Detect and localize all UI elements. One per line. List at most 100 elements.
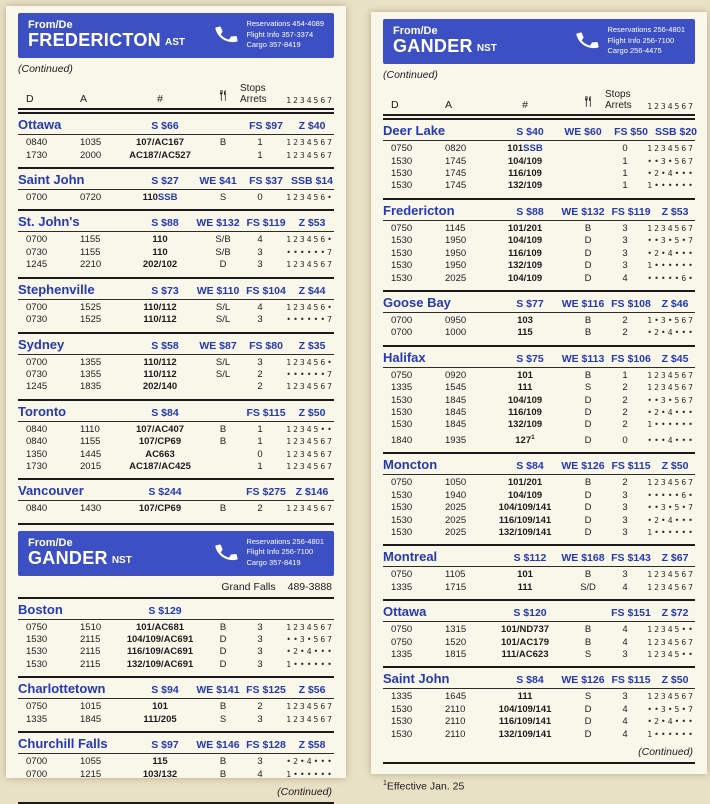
departure-time: 1530 (26, 646, 48, 658)
stops-count: 1 (257, 149, 263, 161)
page-right-gander: From/De GANDER NST Reservations 256-4801 Fli… (371, 12, 707, 793)
flight-row: 1530 2110 132/109/141 D 4 1•••••• (383, 729, 695, 741)
departure-time: 0750 (26, 701, 48, 713)
flight-number: 104/109/AC691 (126, 634, 194, 646)
stops-count: 2 (257, 503, 263, 515)
days-of-week: 1•••••• (647, 181, 695, 191)
meal-code: S/B (215, 234, 231, 246)
flight-number: 111 (517, 581, 533, 593)
stops-count: 3 (622, 526, 628, 538)
route-banner: From/De GANDER NST Reservations 256-4801 Fli… (383, 19, 695, 64)
fare-fs: FS $125 (246, 684, 286, 697)
days-of-week: 1234567 (286, 449, 334, 459)
col-header-departure: D (391, 99, 399, 112)
flight-row: 1530 2025 104/109/141 D 3 ••3•5•7 (383, 502, 695, 514)
meal-code: S (584, 691, 592, 703)
route-section: Stephenville S $73 WE $110 FS $104 Z $44 0700… (18, 276, 334, 330)
flight-row: 1335 1545 111 S 2 1234567 (383, 382, 695, 394)
days-of-week: 1•••••• (286, 769, 334, 779)
destination-city-name: Sydney (18, 336, 65, 352)
stops-count: 3 (622, 502, 628, 514)
phone-numbers: Reservations 454-4089 Flight Info 357-337… (246, 19, 324, 51)
flight-number: AC187/AC425 (129, 460, 191, 472)
stops-count: 3 (622, 260, 628, 272)
departure-time: 1530 (391, 419, 413, 431)
departure-time: 1350 (26, 448, 48, 460)
days-of-week: 1234567 (647, 478, 695, 488)
meal-code: D (584, 272, 592, 284)
stops-count: 4 (257, 234, 263, 246)
arrival-time: 0950 (445, 314, 467, 326)
meal-code: B (584, 624, 592, 636)
meal-code: D (584, 489, 592, 501)
route-section: Toronto S $84 FS $115 Z $50 0840 1110 107/AC40… (18, 398, 334, 477)
flight-number: 101/201 (507, 477, 543, 489)
fare-s: S $97 (151, 739, 179, 752)
days-of-week: •2•4••• (647, 515, 695, 525)
arrival-time: 1950 (445, 235, 467, 247)
arrival-time: 1355 (80, 356, 102, 368)
arrival-time: 1745 (445, 180, 467, 192)
route-section: Montreal S $112 WE $168 FS $143 Z $67 0750 110… (383, 544, 695, 597)
fare-fs: FS $128 (246, 739, 286, 752)
destination-city-name: Vancouver (18, 483, 84, 499)
flight-number: 1271 (515, 433, 535, 446)
stops-count: 4 (622, 272, 628, 284)
banner-contact: Reservations 256-4801 Flight Info 256-710… (214, 537, 324, 569)
flight-rows: 0840 1430 107/CP69 B 2 1234567 (18, 501, 334, 518)
arrival-time: 2210 (80, 259, 102, 271)
meal-code: D (584, 406, 592, 418)
fare-z: Z $56 (298, 684, 326, 697)
fare-header-row: St. John's S $88 WE $132 FS $119 Z $53 (18, 209, 334, 233)
route-section: Ottawa S $120 FS $151 Z $72 0750 1315 101/ND73… (383, 599, 695, 664)
departure-time: 1530 (391, 272, 413, 284)
from-de-label: From/De (393, 25, 438, 37)
destination-city-name: Boston (18, 601, 63, 617)
days-of-week: 1•••••• (647, 527, 695, 537)
meal-code: S (219, 713, 227, 725)
stops-count: 4 (622, 624, 628, 636)
meal-code: B (219, 621, 227, 633)
fare-fs: FS $115 (611, 460, 651, 473)
fare-z: Z $50 (661, 460, 689, 473)
meal-code: D (219, 634, 227, 646)
flight-row: 1530 2110 116/109/141 D 4 •2•4••• (383, 716, 695, 728)
fare-fs: FS $115 (611, 674, 651, 687)
col-header-days: 1234567 (286, 96, 334, 106)
phone-line: Reservations 256-4801 (246, 536, 324, 546)
stops-count: 3 (257, 634, 263, 646)
departure-time: 1530 (391, 247, 413, 259)
departure-time: 0700 (26, 301, 48, 313)
flight-rows: 1335 1645 111 S 3 1234567 1530 2110 104/109/141 D… (383, 689, 695, 744)
flight-row: 0750 1510 101/AC681 B 3 1234567 (18, 622, 334, 634)
flight-number: 132/109 (507, 180, 543, 192)
stops-label: Stops (240, 82, 266, 94)
destination-city-name: Deer Lake (383, 123, 446, 139)
flight-row: 1530 1745 132/109 1 1•••••• (383, 180, 695, 192)
stops-count: 3 (622, 235, 628, 247)
fare-s: S $77 (516, 297, 544, 310)
days-of-week: ••••••7 (286, 247, 334, 257)
route-section: Charlottetown S $94 WE $141 FS $125 Z $56 075… (18, 676, 334, 729)
flight-number: 104/109 (507, 394, 543, 406)
route-section: Moncton S $84 WE $126 FS $115 Z $50 0750 1050 1… (383, 452, 695, 542)
destination-city-name: Charlottetown (18, 681, 106, 697)
departure-time: 1530 (391, 155, 413, 167)
fare-s: S $88 (516, 205, 544, 218)
destination-city-name: Ottawa (383, 604, 427, 620)
stops-count: 3 (622, 247, 628, 259)
flight-row: 1530 1950 132/109 D 3 1•••••• (383, 260, 695, 272)
flight-row: 0700 1355 110/112 S/L 3 123456• (18, 357, 334, 369)
fare-header-row: Stephenville S $73 WE $110 FS $104 Z $44 (18, 276, 334, 300)
days-of-week: •••4••• (647, 435, 695, 445)
arrival-time: 1430 (80, 503, 102, 515)
flight-row: 1245 2210 202/102 D 3 1234567 (18, 259, 334, 271)
arrival-time: 1950 (445, 247, 467, 259)
flight-row: 1840 1935 1271 D 0 •••4••• (383, 432, 695, 448)
meal-code: D (584, 502, 592, 514)
flight-rows: 0700 1055 115 B 3 •2•4••• 0700 1215 103/132 B 4 1••… (18, 754, 334, 784)
flight-row: 1530 1745 104/109 1 ••3•567 (383, 156, 695, 168)
arrival-time: 1950 (445, 260, 467, 272)
departure-time: 0840 (26, 137, 48, 149)
col-header-flight-number: # (157, 93, 163, 106)
